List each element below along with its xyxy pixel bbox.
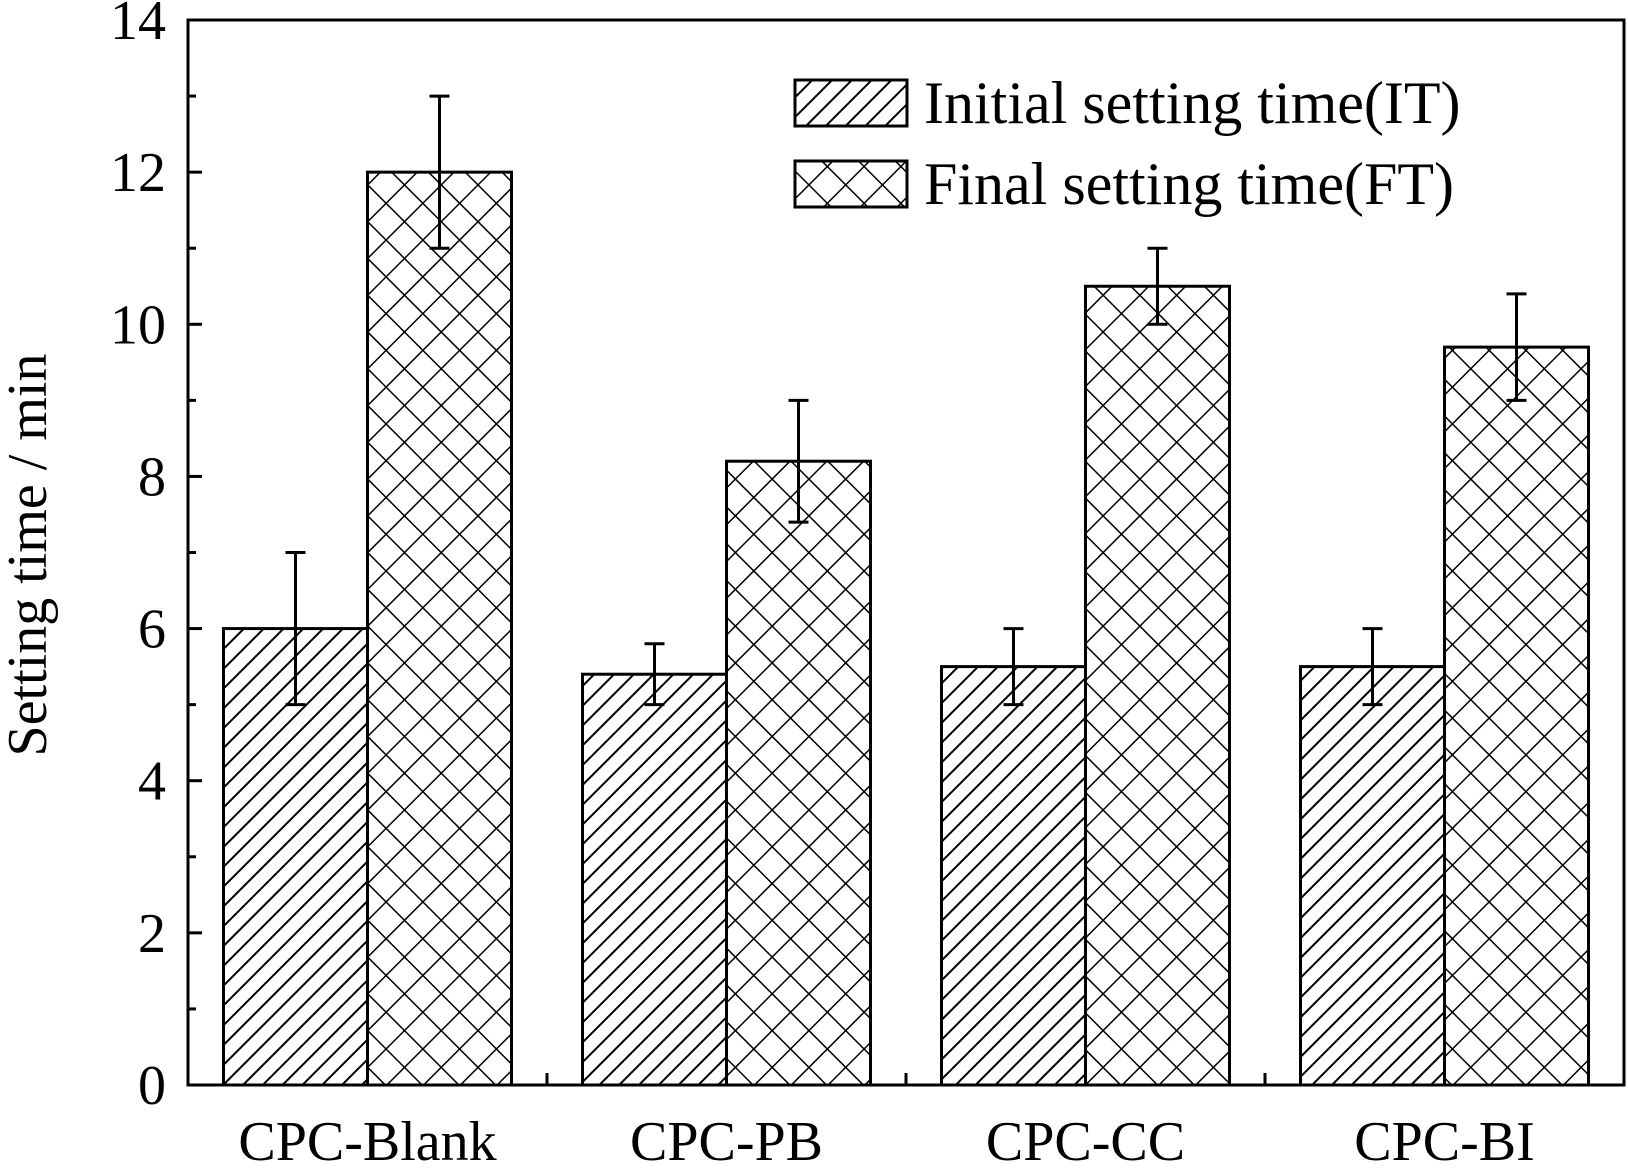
bars-layer xyxy=(222,170,1590,1087)
legend-label-initial: Initial setting time(IT) xyxy=(924,70,1461,136)
y-tick-label: 10 xyxy=(110,294,166,356)
legend-swatch-final xyxy=(793,159,909,209)
y-axis-title: Setting time / min xyxy=(0,354,59,757)
y-tick-label: 4 xyxy=(138,751,166,813)
bar-initial xyxy=(940,665,1087,1087)
x-axis-ticks: CPC-Blank CPC-PB CPC-CC CPC-BI xyxy=(238,1073,1535,1169)
bar-final xyxy=(366,170,513,1087)
y-axis-ticks: 0 2 4 6 8 10 12 14 xyxy=(110,0,202,1117)
y-tick-label: 12 xyxy=(110,142,166,204)
legend: Initial setting time(IT) Final setting t… xyxy=(793,70,1461,217)
bar-initial xyxy=(1299,665,1446,1087)
error-bars-layer xyxy=(285,94,1527,707)
bar-initial xyxy=(581,672,728,1087)
x-category-label: CPC-PB xyxy=(630,1111,823,1164)
y-tick-label: 8 xyxy=(138,446,166,508)
bar-final xyxy=(1443,345,1590,1087)
legend-label-final: Final setting time(FT) xyxy=(924,151,1454,217)
y-tick-label: 0 xyxy=(138,1055,166,1117)
x-category-label: CPC-BI xyxy=(1354,1111,1535,1164)
legend-swatch-initial xyxy=(793,78,909,128)
bar-final xyxy=(1084,284,1231,1087)
y-tick-label: 14 xyxy=(110,0,166,52)
bar-final xyxy=(725,459,872,1087)
y-tick-label: 6 xyxy=(138,599,166,661)
x-category-label: CPC-CC xyxy=(986,1111,1185,1164)
x-category-label: CPC-Blank xyxy=(238,1111,496,1164)
y-tick-label: 2 xyxy=(138,903,166,965)
